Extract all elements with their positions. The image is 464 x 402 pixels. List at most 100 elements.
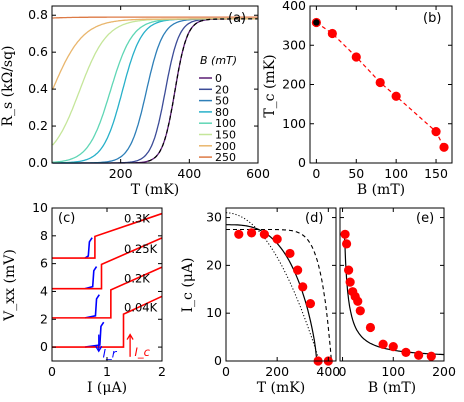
panel-d-point xyxy=(259,229,269,239)
panel-a-series-line xyxy=(52,16,258,19)
panel-d-ytick-label: 0 xyxy=(214,353,222,368)
panel-c-sweep-up xyxy=(52,295,163,348)
panel-c-sweep-up xyxy=(52,266,163,319)
panel-a-frame xyxy=(51,5,259,164)
panel-a-xtick-label: 200 xyxy=(109,166,133,181)
panel-e-point xyxy=(355,306,365,316)
panel-c-xtick-label: 1 xyxy=(103,364,111,379)
panel-b-ytick-label: 0 xyxy=(298,155,306,170)
panel-b-point xyxy=(351,52,361,62)
panel-b-ytick-label: 300 xyxy=(282,37,306,52)
panel-c-xtick-label: 2 xyxy=(158,364,166,379)
panel-e-point xyxy=(365,322,376,333)
panel-c-ic-label: I_c xyxy=(135,345,151,359)
panel-d-point xyxy=(293,265,303,275)
panel-c-temperature-label: 0.3K xyxy=(124,212,150,226)
panel-a-legend-title: B (mT) xyxy=(200,54,237,67)
panel-b: 0 50 100 150 0 100 200 300 400 (b) B (mT) T_c (m… xyxy=(262,0,453,198)
panel-c-ticks: 0 1 2 0 2 4 6 8 10 xyxy=(32,200,166,379)
panel-c-temperature-label: 0.2K xyxy=(124,271,150,285)
panel-a-legend-entry: 250 xyxy=(215,151,236,164)
panel-c-arrow-down-head xyxy=(95,345,103,353)
panel-b-ytick-label: 100 xyxy=(282,116,306,131)
panel-e-point xyxy=(353,296,363,306)
panel-a-xtick-label: 600 xyxy=(246,166,270,181)
panel-a-dashed-fit xyxy=(147,18,258,162)
panel-a-legend-entry: 100 xyxy=(215,117,236,130)
panel-a: 200 400 600 0.0 0.2 0.4 0.6 0.8 (a) B (mT) 0205… xyxy=(0,5,270,198)
panel-e-point xyxy=(414,350,424,360)
panel-e-point xyxy=(401,347,411,357)
panel-b-ytick-label: 400 xyxy=(282,0,306,13)
panel-e-xlabel: B (mT) xyxy=(368,380,416,396)
panel-e-point xyxy=(341,239,352,249)
panel-a-ytick-label: 0.0 xyxy=(28,155,48,170)
panel-d-point xyxy=(285,248,295,259)
panel-e-point xyxy=(344,265,354,275)
panel-b-xtick-label: 0 xyxy=(312,166,320,181)
panel-a-legend-entry: 80 xyxy=(215,106,229,119)
panel-b-ytick-label: 200 xyxy=(282,77,306,92)
panel-d-point xyxy=(272,234,282,244)
panel-e-xtick-label: 100 xyxy=(381,364,405,379)
panel-e-point xyxy=(378,339,388,349)
panel-a-ticks: 200 400 600 0.0 0.2 0.4 0.6 0.8 xyxy=(28,6,270,181)
panel-c-xlabel: I (μA) xyxy=(87,380,127,396)
panel-c-ytick-label: 8 xyxy=(40,228,48,243)
panel-d-ytick-label: 10 xyxy=(206,305,222,320)
panel-d-dotted-curve xyxy=(226,212,320,362)
panel-c-ytick-label: 6 xyxy=(40,256,48,271)
panel-b-point xyxy=(327,28,337,39)
panel-c-ytick-label: 4 xyxy=(40,283,48,298)
panel-d-point xyxy=(234,229,244,239)
panel-c-sweep-down xyxy=(84,321,105,348)
panel-c-ytick-label: 10 xyxy=(32,200,48,215)
panel-e-point xyxy=(426,351,436,361)
panel-a-ytick-label: 0.8 xyxy=(28,7,48,22)
panel-a-ylabel: R_s (kΩ/sq) xyxy=(0,45,16,126)
panel-e-xtick-label: 0 xyxy=(339,364,347,379)
panel-d-label: (d) xyxy=(305,211,323,226)
panel-a-legend-entry: 0 xyxy=(215,72,222,85)
panel-a-xlabel: T (mK) xyxy=(131,182,179,198)
panel-c-sweep-up xyxy=(52,237,163,290)
panel-d-xtick-label: 400 xyxy=(316,364,340,379)
panel-d-point xyxy=(298,282,308,292)
panel-d-point xyxy=(305,299,316,309)
panel-d-data xyxy=(226,212,333,366)
panel-b-ylabel: T_c (mK) xyxy=(262,54,278,117)
panel-e-data xyxy=(340,229,445,361)
panel-b-point-zero-field xyxy=(313,19,320,26)
panel-c-curves: 0.3K 0.25K 0.2K 0.04K I_r I_c xyxy=(52,212,163,361)
panel-c-temperature-label: 0.25K xyxy=(124,242,158,256)
panel-e: 0 100 200 (e) B (mT) xyxy=(339,207,456,396)
panel-c-sweep-down xyxy=(84,294,100,319)
panel-b-xtick-label: 100 xyxy=(384,166,408,181)
panel-a-ytick-label: 0.6 xyxy=(28,44,48,59)
panel-d-frame xyxy=(225,207,337,362)
panel-d-xlabel: T (mK) xyxy=(257,380,305,396)
panel-d-ytick-label: 30 xyxy=(206,210,222,225)
panel-a-ytick-label: 0.4 xyxy=(28,81,48,96)
panel-e-xtick-label: 200 xyxy=(432,364,456,379)
panel-c-xtick-label: 0 xyxy=(48,364,56,379)
panel-c-sweep-down xyxy=(84,266,98,290)
panel-e-ticks: 0 100 200 xyxy=(339,208,456,379)
panel-b-point xyxy=(375,77,385,88)
panel-c-ylabel: V_xx (mV) xyxy=(2,249,18,322)
panel-b-point xyxy=(431,127,441,137)
panel-e-point xyxy=(340,229,350,239)
panel-d-xtick-label: 0 xyxy=(222,364,230,379)
panel-c-label: (c) xyxy=(58,211,75,226)
panel-d-point xyxy=(246,228,257,238)
panel-d-ticks: 0 200 400 0 10 20 30 xyxy=(206,208,340,379)
panel-a-label: (a) xyxy=(228,11,246,26)
panel-e-label: (e) xyxy=(416,211,434,226)
panel-a-ytick-label: 0.2 xyxy=(28,118,48,133)
panel-e-point xyxy=(345,277,355,287)
panel-d-solid-curve xyxy=(226,224,318,362)
panel-c-arrow-up-head xyxy=(126,333,134,340)
panel-c-sweep-up xyxy=(52,212,163,259)
